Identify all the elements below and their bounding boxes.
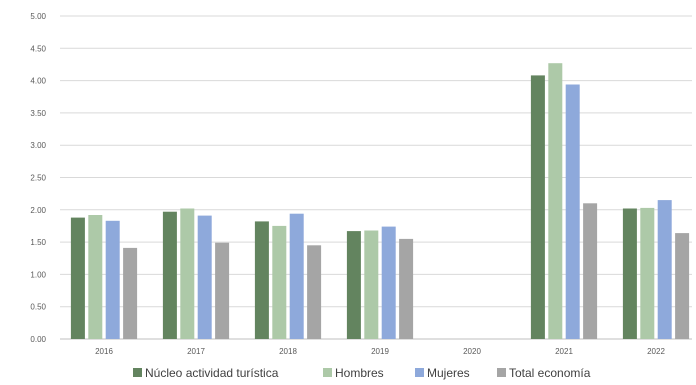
bar-mujeres-2016 bbox=[105, 220, 120, 339]
x-tick-label: 2021 bbox=[555, 347, 573, 356]
bar-total-econom-a-2022 bbox=[675, 233, 690, 339]
bar-total-econom-a-2021 bbox=[583, 203, 598, 339]
y-tick-label: 4.50 bbox=[30, 44, 46, 53]
bar-mujeres-2022 bbox=[657, 200, 672, 339]
x-axis: 2016 2017 2018 2019 2020 2021 2022 bbox=[95, 347, 665, 356]
legend-swatch bbox=[323, 368, 332, 377]
bar-n-cleo-actividad-tur-stica-2019 bbox=[346, 231, 361, 339]
bar-mujeres-2017 bbox=[197, 215, 212, 339]
bar-total-econom-a-2019 bbox=[399, 238, 414, 339]
y-axis: 0.00 0.50 1.00 1.50 2.00 2.50 3.00 3.50 4.00 4.50… bbox=[30, 12, 46, 344]
y-tick-label: 1.50 bbox=[30, 238, 46, 247]
y-tick-label: 1.00 bbox=[30, 270, 46, 279]
bar-hombres-2016 bbox=[88, 215, 103, 339]
bar-n-cleo-actividad-tur-stica-2021 bbox=[530, 75, 545, 340]
bar-mujeres-2018 bbox=[289, 213, 304, 339]
x-tick-label: 2018 bbox=[279, 347, 297, 356]
y-tick-label: 3.50 bbox=[30, 109, 46, 118]
x-tick-label: 2016 bbox=[95, 347, 113, 356]
y-tick-label: 5.00 bbox=[30, 12, 46, 21]
legend-swatch bbox=[497, 368, 506, 377]
legend-label: Total economía bbox=[509, 366, 591, 380]
bar-total-econom-a-2016 bbox=[123, 247, 138, 339]
x-tick-label: 2019 bbox=[371, 347, 389, 356]
legend-label: Núcleo actividad turística bbox=[145, 366, 279, 380]
x-tick-label: 2017 bbox=[187, 347, 205, 356]
y-tick-label: 0.00 bbox=[30, 335, 46, 344]
legend-label: Mujeres bbox=[427, 366, 470, 380]
bar-n-cleo-actividad-tur-stica-2016 bbox=[70, 217, 85, 339]
bar-hombres-2022 bbox=[640, 207, 655, 339]
bar-hombres-2021 bbox=[548, 63, 563, 339]
bar-n-cleo-actividad-tur-stica-2017 bbox=[162, 211, 177, 339]
y-tick-label: 0.50 bbox=[30, 303, 46, 312]
y-tick-label: 2.00 bbox=[30, 206, 46, 215]
bar-hombres-2017 bbox=[180, 208, 195, 339]
bar-hombres-2018 bbox=[272, 225, 287, 339]
x-tick-label: 2022 bbox=[647, 347, 665, 356]
y-tick-label: 3.00 bbox=[30, 141, 46, 150]
bar-mujeres-2021 bbox=[565, 84, 580, 339]
y-tick-label: 4.00 bbox=[30, 77, 46, 86]
bars bbox=[70, 63, 690, 340]
legend-swatch bbox=[415, 368, 424, 377]
bar-n-cleo-actividad-tur-stica-2018 bbox=[254, 221, 269, 339]
bar-n-cleo-actividad-tur-stica-2022 bbox=[622, 208, 637, 339]
legend: Núcleo actividad turística Hombres Mujeres… bbox=[133, 366, 591, 380]
y-tick-label: 2.50 bbox=[30, 174, 46, 183]
legend-swatch bbox=[133, 368, 142, 377]
bar-total-econom-a-2018 bbox=[307, 245, 322, 339]
legend-label: Hombres bbox=[335, 366, 384, 380]
x-tick-label: 2020 bbox=[463, 347, 481, 356]
bar-mujeres-2019 bbox=[381, 226, 396, 339]
bar-total-econom-a-2017 bbox=[215, 242, 230, 339]
bar-hombres-2019 bbox=[364, 230, 379, 339]
